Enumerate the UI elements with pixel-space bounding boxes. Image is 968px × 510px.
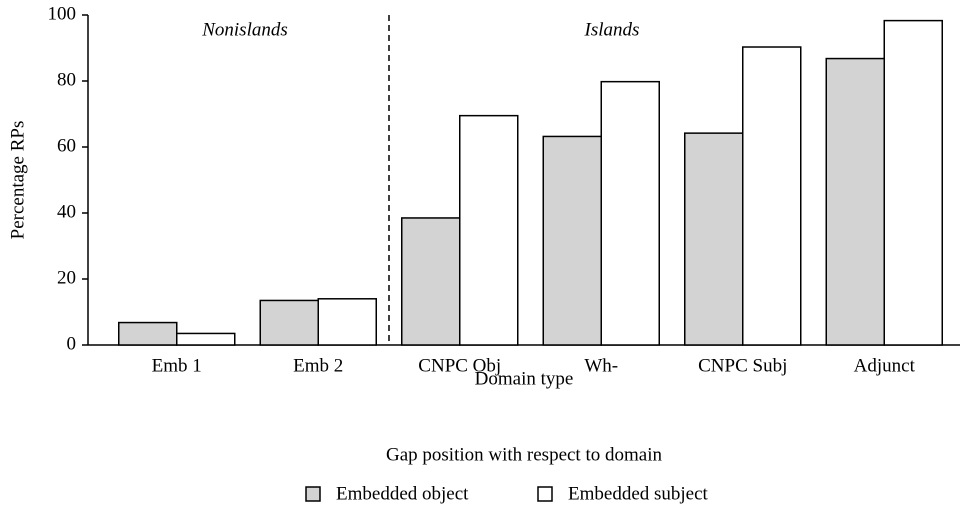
y-tick-label: 100 xyxy=(48,3,77,24)
legend-label: Embedded subject xyxy=(568,483,709,504)
bar xyxy=(118,321,178,346)
legend-swatch xyxy=(537,486,553,502)
bar xyxy=(542,135,602,346)
x-tick-label: Emb 1 xyxy=(152,355,202,376)
bar xyxy=(684,132,744,346)
annotation: Islands xyxy=(584,19,640,40)
bar xyxy=(317,298,377,346)
legend-swatch xyxy=(305,486,321,502)
bar xyxy=(176,332,236,346)
bar xyxy=(825,57,885,346)
bar xyxy=(459,114,519,346)
bar xyxy=(259,299,319,346)
y-tick-label: 0 xyxy=(67,333,77,354)
bar xyxy=(600,80,660,346)
y-tick-label: 40 xyxy=(57,201,76,222)
x-tick-label: Adjunct xyxy=(854,355,916,376)
legend-label: Embedded object xyxy=(336,483,469,504)
x-tick-label: CNPC Subj xyxy=(698,355,787,376)
x-tick-label: CNPC Obj xyxy=(418,355,501,376)
bar xyxy=(883,19,943,346)
y-axis-label: Percentage RPs xyxy=(7,121,28,240)
legend-title: Gap position with respect to domain xyxy=(386,444,662,465)
y-tick-label: 80 xyxy=(57,69,76,90)
bar xyxy=(401,217,461,346)
bar xyxy=(742,46,802,346)
x-axis-label: Domain type xyxy=(475,368,574,389)
y-tick-label: 20 xyxy=(57,267,76,288)
x-tick-label: Wh- xyxy=(584,355,618,376)
y-tick-label: 60 xyxy=(57,135,76,156)
x-tick-label: Emb 2 xyxy=(293,355,343,376)
annotation: Nonislands xyxy=(201,19,288,40)
